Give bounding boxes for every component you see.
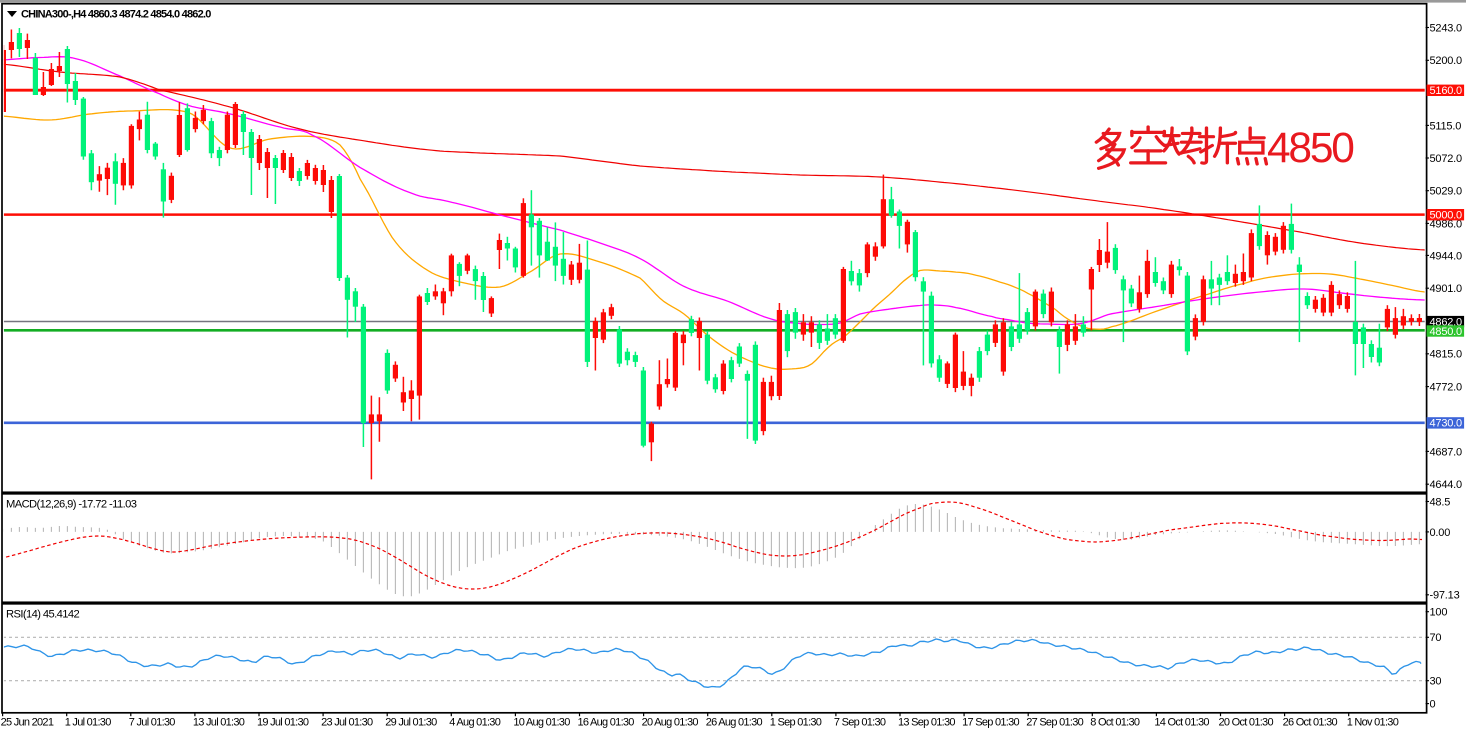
svg-text:4944.0: 4944.0 <box>1430 250 1463 262</box>
svg-text:23 Jul 01:30: 23 Jul 01:30 <box>321 717 373 729</box>
svg-text:-97.13: -97.13 <box>1430 590 1460 602</box>
svg-text:48.5: 48.5 <box>1430 496 1451 508</box>
svg-text:4 Aug 01:30: 4 Aug 01:30 <box>449 717 500 729</box>
svg-text:5000.0: 5000.0 <box>1430 210 1463 222</box>
svg-text:100: 100 <box>1430 607 1448 619</box>
svg-text:0: 0 <box>1430 699 1436 711</box>
svg-text:4644.0: 4644.0 <box>1430 479 1463 491</box>
svg-text:13 Jul 01:30: 13 Jul 01:30 <box>193 717 245 729</box>
svg-text:4986.0: 4986.0 <box>1430 218 1463 230</box>
svg-text:7 Sep 01:30: 7 Sep 01:30 <box>834 717 886 729</box>
svg-text:5029.0: 5029.0 <box>1430 186 1463 198</box>
svg-text:1 Jul 01:30: 1 Jul 01:30 <box>65 717 112 729</box>
svg-text:26 Oct 01:30: 26 Oct 01:30 <box>1283 717 1338 729</box>
svg-text:CHINA300-,H4 4860.3 4874.2 48: CHINA300-,H4 4860.3 4874.2 4854.0 4862.0 <box>21 9 211 21</box>
svg-text:26 Aug 01:30: 26 Aug 01:30 <box>706 717 763 729</box>
svg-text:13 Sep 01:30: 13 Sep 01:30 <box>898 717 955 729</box>
svg-text:7 Jul 01:30: 7 Jul 01:30 <box>129 717 176 729</box>
svg-text:MACD(12,26,9) -17.72 -11.03: MACD(12,26,9) -17.72 -11.03 <box>6 499 137 511</box>
svg-text:1 Sep 01:30: 1 Sep 01:30 <box>770 717 822 729</box>
svg-text:0.00: 0.00 <box>1430 527 1451 539</box>
svg-text:30: 30 <box>1430 676 1442 688</box>
svg-text:4687.0: 4687.0 <box>1430 446 1463 458</box>
svg-text:5115.0: 5115.0 <box>1430 120 1462 132</box>
svg-text:25 Jun 2021: 25 Jun 2021 <box>1 717 54 729</box>
svg-text:20 Oct 01:30: 20 Oct 01:30 <box>1219 717 1274 729</box>
svg-text:10 Aug 01:30: 10 Aug 01:30 <box>513 717 570 729</box>
svg-text:4901.0: 4901.0 <box>1430 283 1463 295</box>
svg-text:70: 70 <box>1430 632 1442 644</box>
svg-text:RSI(14) 45.4142: RSI(14) 45.4142 <box>6 609 79 621</box>
svg-text:5200.0: 5200.0 <box>1430 55 1463 67</box>
svg-text:4815.0: 4815.0 <box>1430 349 1463 361</box>
svg-text:1 Nov 01:30: 1 Nov 01:30 <box>1347 717 1399 729</box>
svg-text:14 Oct 01:30: 14 Oct 01:30 <box>1154 717 1209 729</box>
svg-text:4850.0: 4850.0 <box>1430 326 1463 338</box>
svg-text:5243.0: 5243.0 <box>1430 22 1463 34</box>
svg-text:19 Jul 01:30: 19 Jul 01:30 <box>257 717 309 729</box>
svg-text:5072.0: 5072.0 <box>1430 153 1463 165</box>
svg-text:29 Jul 01:30: 29 Jul 01:30 <box>385 717 437 729</box>
svg-text:4730.0: 4730.0 <box>1430 418 1463 430</box>
svg-text:5160.0: 5160.0 <box>1430 85 1463 97</box>
svg-text:4850: 4850 <box>1267 125 1353 172</box>
svg-text:20 Aug 01:30: 20 Aug 01:30 <box>642 717 699 729</box>
svg-text:27 Sep 01:30: 27 Sep 01:30 <box>1026 717 1083 729</box>
svg-text:8 Oct 01:30: 8 Oct 01:30 <box>1090 717 1140 729</box>
svg-text:4772.0: 4772.0 <box>1430 382 1463 394</box>
svg-text:16 Aug 01:30: 16 Aug 01:30 <box>578 717 635 729</box>
svg-text:17 Sep 01:30: 17 Sep 01:30 <box>962 717 1019 729</box>
